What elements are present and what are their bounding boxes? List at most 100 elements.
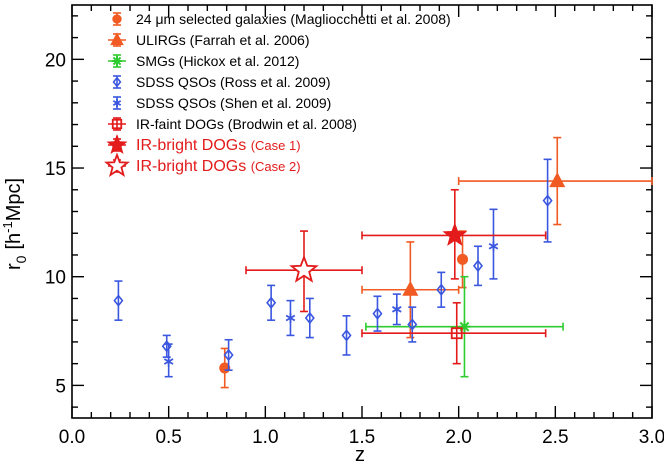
data-point [304,297,315,339]
y-tick-label: 15 [45,159,66,180]
legend-marker [111,55,123,67]
data-point [542,158,553,243]
point-marker [442,222,468,246]
legend-label: SDSS QSOs (Shen et al. 2009) [136,95,331,111]
series-1 [361,136,653,339]
point-marker [289,254,319,283]
data-point [365,275,564,378]
point-marker [402,280,419,296]
legend-marker [112,98,122,108]
legend-item: ULIRGs (Farrah et al. 2006) [108,32,310,48]
point-marker-stroke [163,358,174,365]
axis-tick-labels: 0.0 0.5 1.0 1.5 2.0 2.5 3.0 5 10 15 20 [45,50,664,448]
data-point [163,343,174,378]
legend-label-ref: (Case 1) [251,138,301,153]
data-point [361,188,547,280]
legend-marker [111,118,123,130]
legend-label-name: IR-bright DOGs [136,158,251,175]
point-marker [549,172,566,188]
series-3 [113,158,553,371]
legend: 24 μm selected galaxies (Magliocchetti e… [104,11,451,177]
legend-label: IR-faint DOGs (Brodwin et al. 2008) [136,116,357,132]
y-tick-label: 10 [45,268,66,289]
data-point [407,306,418,343]
point-marker [163,356,174,367]
x-tick-label: 0.0 [59,427,85,448]
point-marker [285,313,296,324]
y-axis-title-unit2: Mpc] [3,178,25,221]
data-point [472,245,484,287]
legend-marker [110,32,124,46]
data-point [266,284,277,321]
y-axis-title-unit: [h [3,233,25,250]
x-tick-label: 1.5 [349,427,375,448]
series-4 [163,208,499,378]
x-tick-label: 2.0 [445,427,471,448]
legend-label: 24 μm selected galaxies (Magliocchetti e… [136,11,451,27]
y-axis-title: r0 [h-1Mpc] [0,178,29,270]
legend-label: SDSS QSOs (Ross et al. 2009) [136,74,331,90]
point-marker-stroke [285,314,296,322]
data-point [113,280,124,321]
data-point [285,299,296,337]
point-marker [223,348,234,362]
svg-text:r0[h-1Mpc]: r0 [h-1Mpc] [0,178,29,270]
legend-item: SDSS QSOs (Ross et al. 2009) [112,74,331,90]
point-marker [436,283,447,297]
legend-item: SDSS QSOs (Shen et al. 2009) [112,95,331,111]
legend-item: IR-bright DOGs (Case 2) [104,152,301,177]
legend-label-name: IR-bright DOGs [136,137,251,154]
legend-marker-stroke [112,100,122,106]
point-marker [450,327,463,340]
y-axis-title-sub: 0 [13,255,29,263]
point-marker [542,194,553,207]
series-6 [361,188,547,280]
point-marker [457,253,469,265]
y-axis-title-sup: -1 [0,221,15,233]
point-marker [304,311,315,325]
x-tick-label: 3.0 [639,427,664,448]
legend-item: IR-bright DOGs (Case 1) [106,133,301,154]
legend-item: 24 μm selected galaxies (Magliocchetti e… [112,11,451,27]
data-point [457,136,653,226]
data-point [372,295,383,332]
legend-marker [112,14,122,24]
point-marker [266,296,277,310]
point-marker-stroke [488,242,499,250]
point-marker [407,318,418,331]
data-point [161,334,172,358]
data-point [361,301,547,365]
data-point [392,293,402,326]
data-point [341,315,352,356]
y-tick-label: 20 [45,50,66,71]
axis-ticks [71,5,653,418]
point-marker-stroke [392,306,402,313]
data-point [436,271,447,308]
series-2 [365,275,564,378]
legend-marker-stroke [112,56,122,66]
legend-item: IR-faint DOGs (Brodwin et al. 2008) [108,116,357,132]
x-tick-label: 1.0 [252,427,278,448]
legend-label: IR-bright DOGs (Case 1) [136,137,301,154]
series-5 [361,301,547,365]
legend-marker [106,133,128,154]
data-points [113,136,653,389]
point-marker [472,259,484,273]
legend-label: IR-bright DOGs (Case 2) [136,158,301,175]
legend-marker [112,76,122,88]
point-marker [341,329,352,342]
legend-label: ULIRGs (Farrah et al. 2006) [136,32,310,48]
data-point [245,230,363,313]
data-point [488,208,499,280]
x-tick-label: 2.5 [542,427,568,448]
legend-label-ref: (Case 2) [251,159,301,174]
y-tick-label: 5 [55,376,66,397]
point-marker [372,307,383,320]
point-marker [488,241,499,252]
series-7 [245,230,363,313]
data-point [223,338,234,371]
legend-marker [104,152,130,177]
legend-item: SMGs (Hickox et al. 2012) [108,53,299,69]
x-tick-label: 0.5 [155,427,181,448]
